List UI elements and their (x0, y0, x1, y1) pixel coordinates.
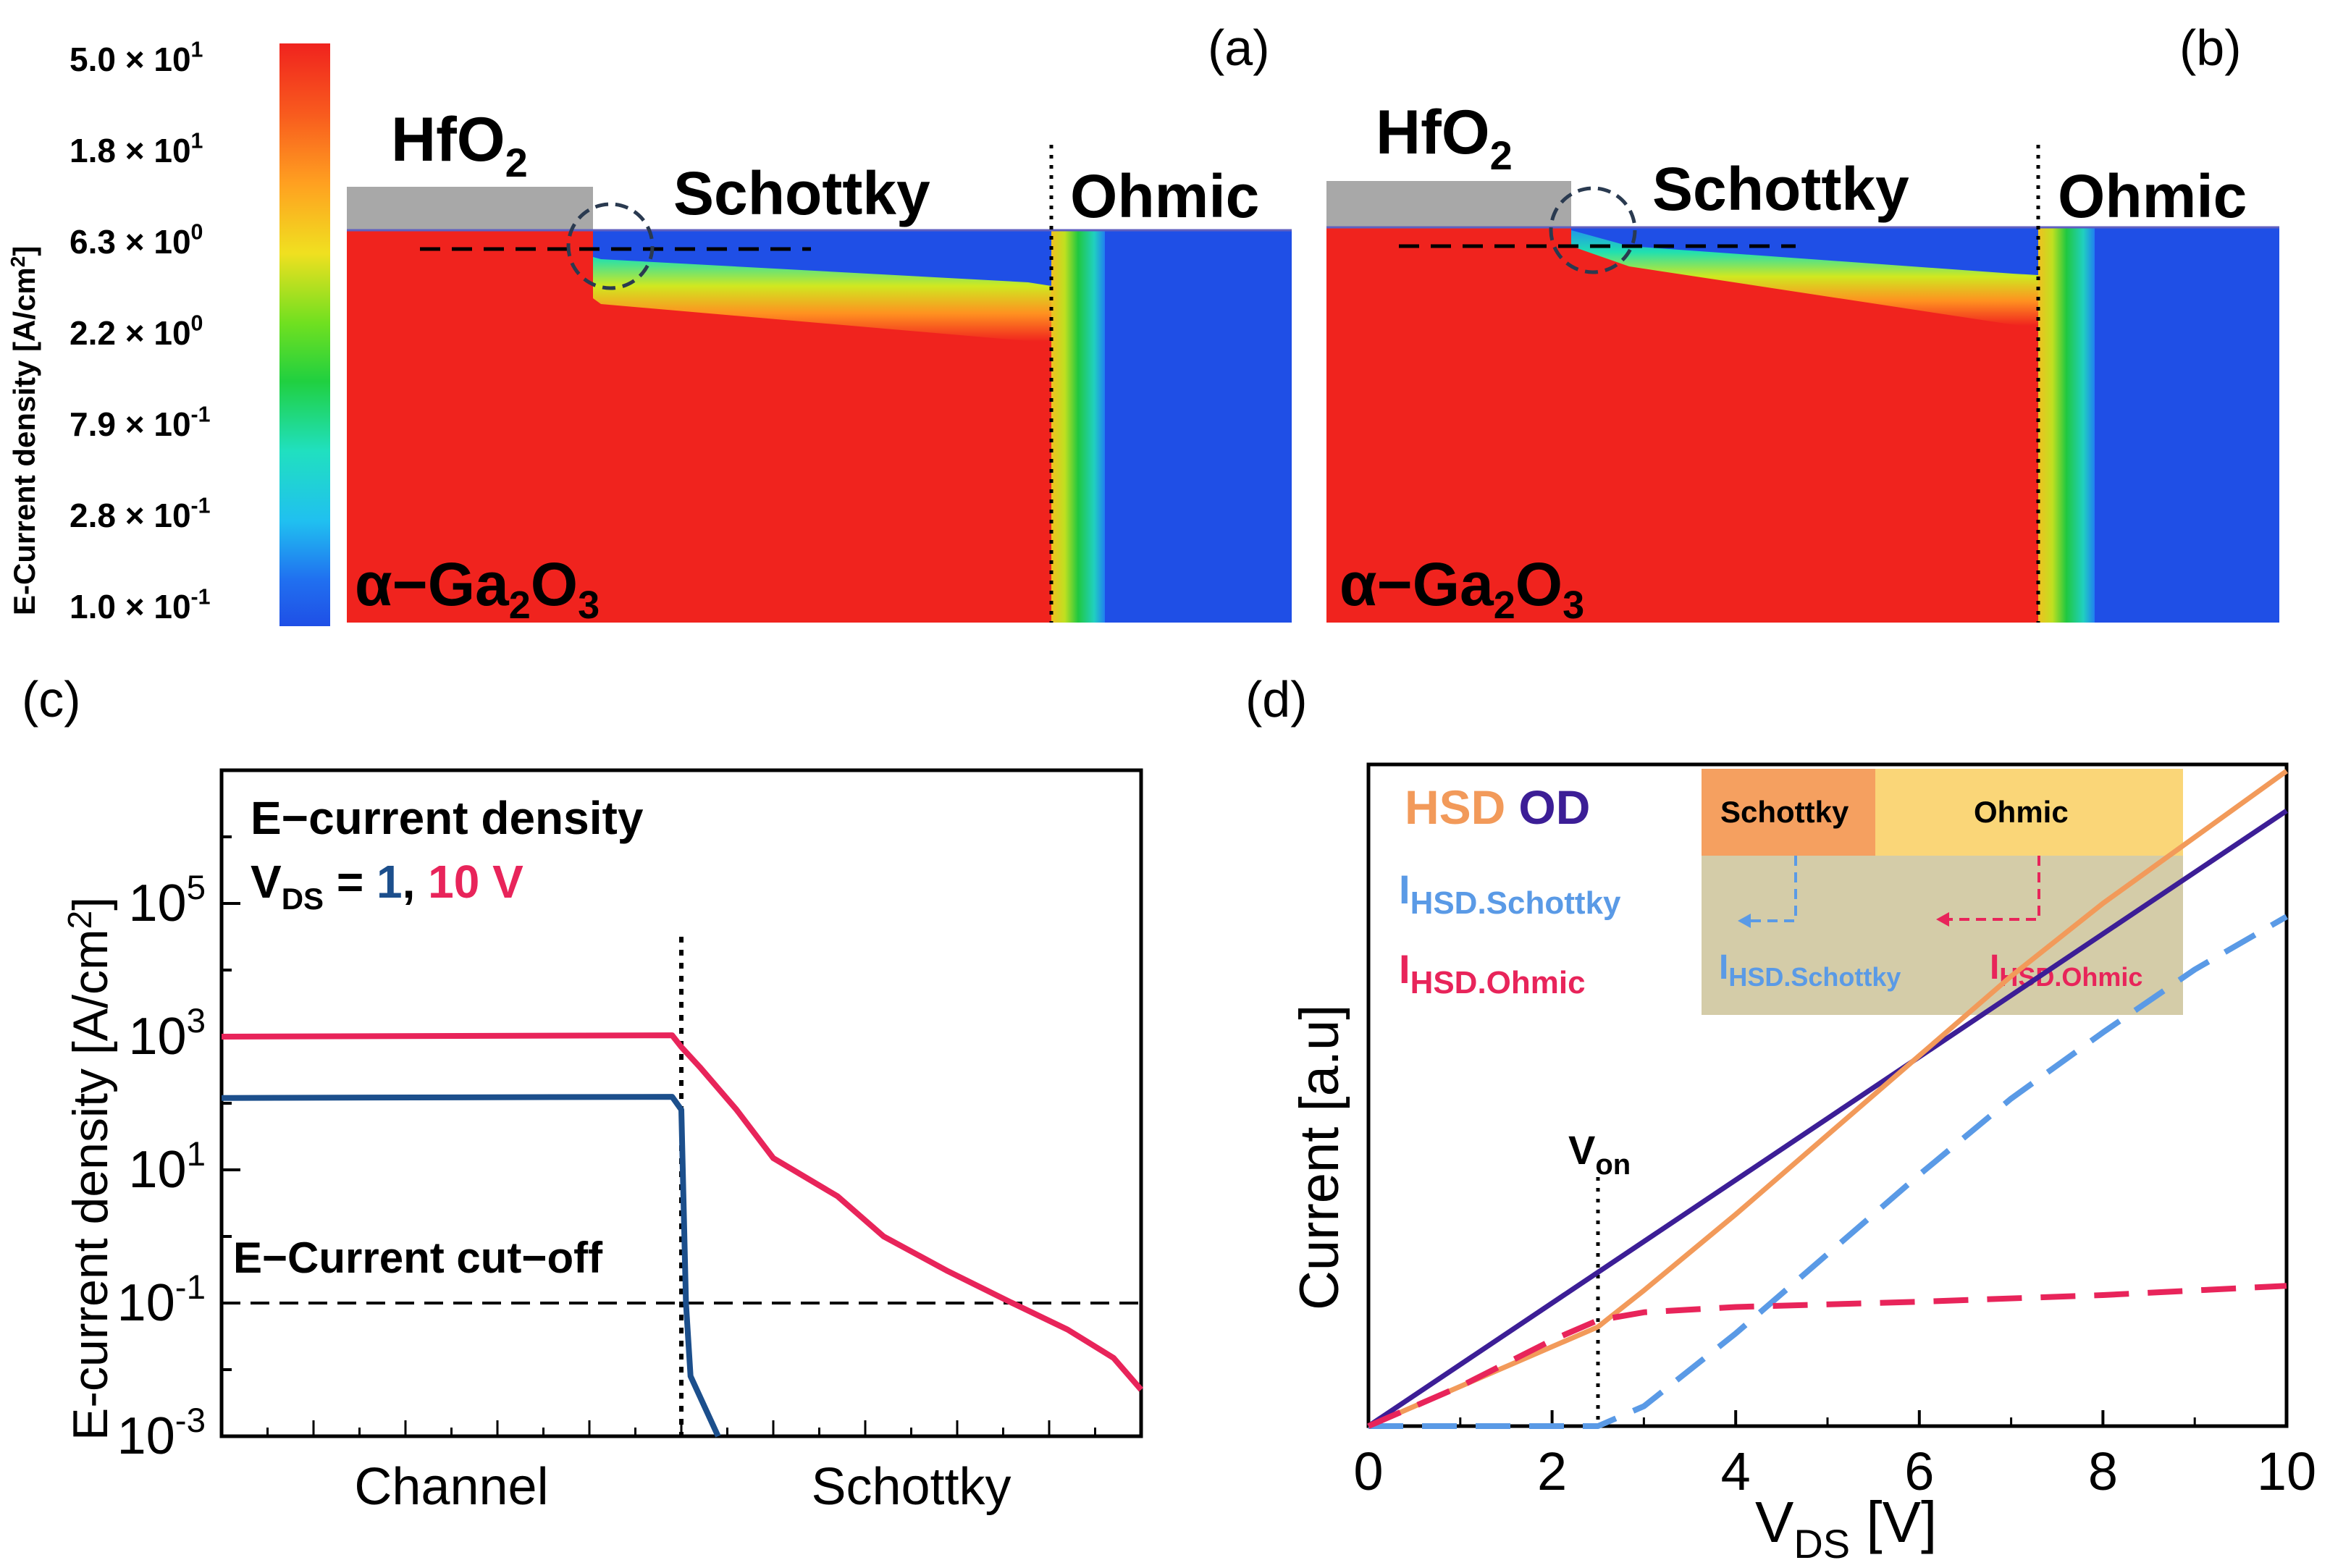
colorbar-title: E-Current density [A/cm2] (7, 246, 41, 615)
series-line (1368, 914, 2288, 1429)
ohmic-region-a (1105, 230, 1292, 623)
inset-schottky-label: Schottky (1720, 795, 1849, 829)
legend-i-ohmic: IHSD.Ohmic (1399, 946, 1586, 1000)
colorbar-tick-label: 2.2 × 100 (70, 312, 203, 352)
schottky-label-b: Schottky (1652, 155, 1909, 223)
x-tick-label: 2 (1537, 1441, 1567, 1501)
material-label-a: α−Ga2O3 (355, 550, 600, 627)
inset-schottky-arrow (1746, 856, 1797, 922)
inset-i-schottky: IHSD.Schottky (1719, 948, 1901, 992)
oxide-label-b: HfO2 (1376, 98, 1513, 178)
panel-d-label: (d) (1245, 671, 1308, 728)
oxide-label-a: HfO2 (391, 105, 528, 185)
material-label-b: α−Ga2O3 (1339, 550, 1584, 627)
series-line (1367, 769, 2289, 1429)
legend-hsd-od: HSD OD (1405, 780, 1590, 834)
chart-d-series (1367, 769, 2289, 1429)
cutoff-label: E−Current cut−off (233, 1234, 603, 1282)
colorbar-tick-label: 2.8 × 10-1 (70, 494, 211, 534)
series-line (221, 1032, 1144, 1392)
x-tick-label: 4 (1721, 1441, 1751, 1501)
depletion-b (1571, 227, 2038, 275)
inset-schottky-region (1702, 769, 1875, 856)
series-line (1367, 1283, 2287, 1429)
y-tick-label: 10-3 (117, 1401, 206, 1465)
panel-a-label: (a) (1208, 20, 1270, 76)
colorbar-ticks: 5.0 × 101 1.8 × 101 6.3 × 100 2.2 × 100 7.9 … (70, 38, 211, 625)
x-tick-label: 8 (2088, 1441, 2118, 1501)
inset-ohmic-arrow (1946, 856, 2040, 921)
panel-c-label: (c) (22, 671, 81, 728)
x-tick-label: Schottky (811, 1458, 1011, 1516)
chart-d-xlabel: VDS [V] (1755, 1490, 1937, 1567)
inset-ohmic-region (1875, 769, 2183, 856)
y-tick-label: 103 (128, 1002, 206, 1066)
y-tick-label: 105 (128, 869, 206, 932)
x-tick-label: 6 (1904, 1441, 1934, 1501)
inset-diagram: Schottky Ohmic IHSD.Schottky IHSD.Ohmic (1702, 769, 2183, 1015)
von-label: Von (1568, 1127, 1631, 1181)
x-tick-label: 0 (1353, 1441, 1383, 1501)
series-line (1367, 809, 2288, 1428)
chart-d-ylabel: Current [a.u] (1289, 1005, 1350, 1310)
panel-d: (d) Schottky Ohmic IHSD.Schottky IHSD.Oh… (1245, 671, 2316, 1567)
x-tick-label: Channel (354, 1458, 548, 1516)
chart-c-title-line1: E−current density (251, 792, 644, 844)
chart-c-axes: 105 103 101 10-1 10-3 (117, 769, 1096, 1465)
ohmic-region-b (2095, 227, 2279, 623)
series-line (221, 1094, 721, 1438)
ohmic-label-a: Ohmic (1070, 162, 1259, 230)
chart-c-ylabel: E-current density [A/cm2] (61, 897, 118, 1441)
colorbar-tick-label: 1.8 × 101 (70, 130, 203, 169)
oxide-a (347, 187, 593, 230)
corner-circle-a (566, 202, 655, 290)
colorbar-tick-label: 7.9 × 10-1 (70, 403, 211, 443)
chart-c-xlabels: Channel Schottky (354, 1458, 1011, 1516)
inset-ohmic-label: Ohmic (1974, 795, 2069, 829)
oxide-b (1326, 181, 1571, 227)
ohmic-strip-a (1051, 230, 1105, 623)
corner-circle-b (1549, 186, 1637, 274)
legend-i-schottky: IHSD.Schottky (1399, 867, 1621, 921)
panel-b-label: (b) (2179, 20, 2242, 76)
ohmic-label-b: Ohmic (2058, 162, 2247, 230)
colorbar-tick-label: 1.0 × 10-1 (70, 586, 211, 625)
y-tick-label: 101 (128, 1135, 206, 1199)
panel-a: (a) HfO2 Schottky Ohmic α−Ga2O3 (347, 20, 1292, 627)
chart-c-series (221, 1032, 1144, 1438)
ohmic-strip-b (2038, 227, 2095, 623)
depletion-a (593, 230, 1051, 286)
colorbar-gradient (279, 43, 330, 626)
colorbar-tick-label: 6.3 × 100 (70, 221, 203, 261)
y-tick-label: 10-1 (117, 1268, 206, 1332)
colorbar-tick-label: 5.0 × 101 (70, 38, 203, 78)
x-tick-label: 10 (2257, 1441, 2316, 1501)
colorbar: E-Current density [A/cm2] 5.0 × 101 1.8 ×… (7, 38, 330, 626)
chart-d-axes: 0 2 4 6 8 10 (1353, 1410, 2316, 1501)
chart-c-title-line2: VDS = 1, 10 V (251, 856, 523, 916)
panel-b: (b) HfO2 Schottky Ohmic α−Ga2O3 (1326, 20, 2279, 627)
schottky-label-a: Schottky (673, 159, 930, 227)
